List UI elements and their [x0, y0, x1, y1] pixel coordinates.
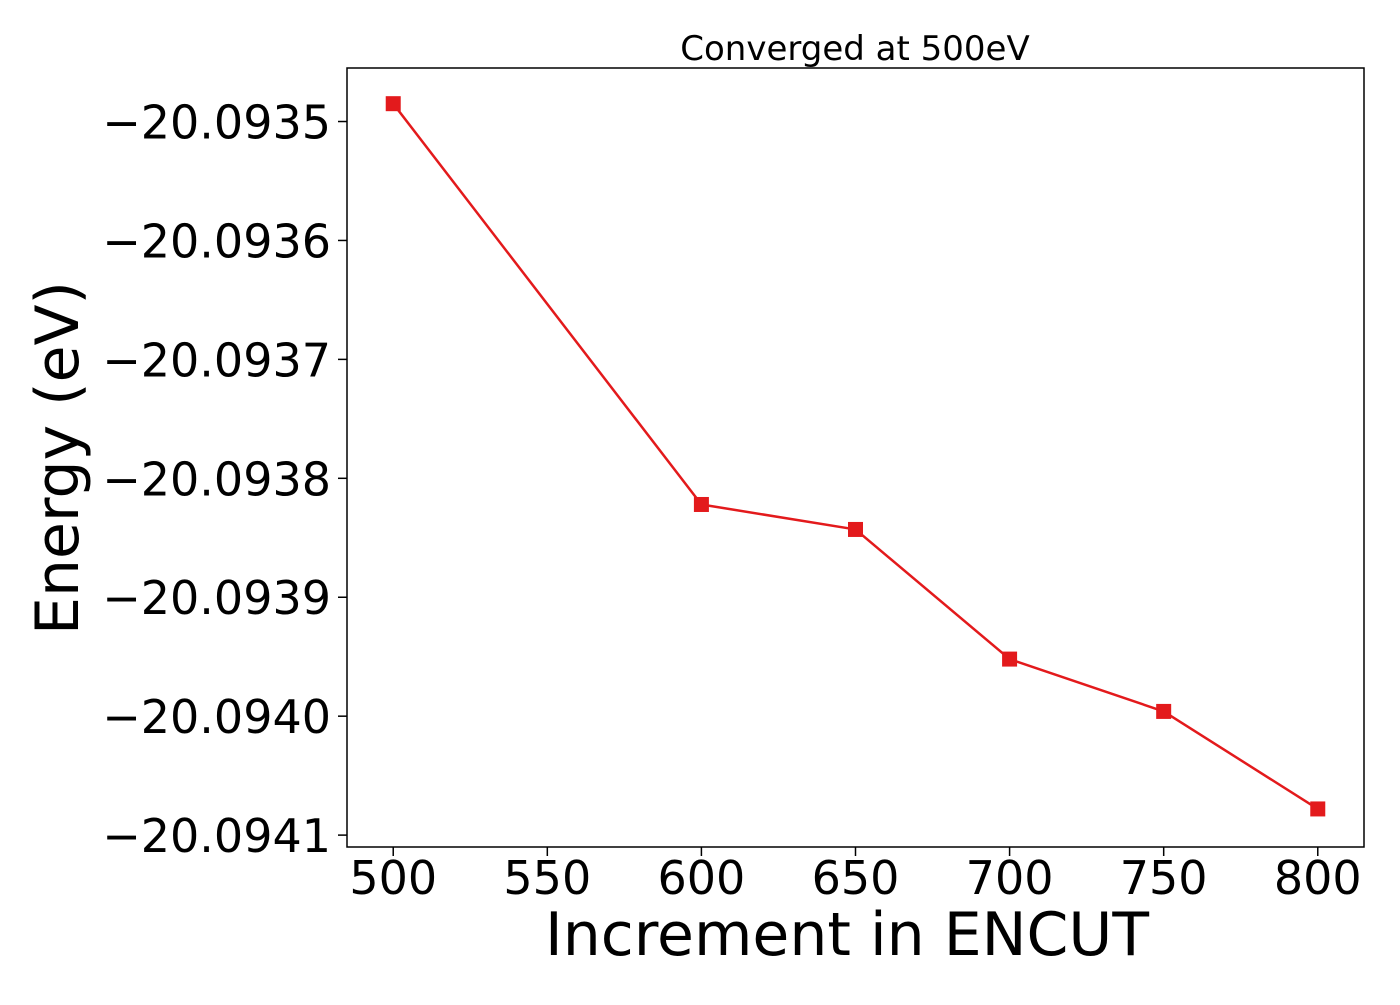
plot-area-frame — [346, 67, 1365, 848]
y-tick-label: −20.0935 — [102, 96, 331, 150]
x-axis-title: Increment in ENCUT — [545, 900, 1149, 970]
series-line — [392, 102, 1319, 810]
data-point-marker — [848, 521, 863, 537]
data-point-marker — [693, 496, 709, 512]
y-axis-title: Energy (eV) — [23, 281, 93, 635]
x-tick-label: 800 — [1274, 851, 1362, 905]
x-tick-label: 550 — [503, 851, 591, 905]
x-tick-label: 500 — [349, 851, 437, 905]
data-point-marker — [1310, 801, 1326, 817]
x-tick-label: 650 — [812, 851, 900, 905]
x-tick-label: 750 — [1120, 851, 1208, 905]
y-tick-label: −20.0936 — [102, 214, 331, 268]
y-tick-label: −20.0939 — [102, 571, 331, 625]
x-tick-label: 700 — [966, 851, 1054, 905]
y-tick-label: −20.0937 — [102, 333, 331, 387]
data-point-marker — [1002, 651, 1018, 667]
y-axis-ticks: −20.0935 −20.0936 −20.0937 −20.0938 −20.0939… — [102, 96, 347, 863]
series-layer — [385, 96, 1326, 817]
data-point-marker — [385, 96, 401, 112]
x-axis-ticks: 500 550 600 650 700 750 800 — [349, 847, 1362, 905]
y-tick-label: −20.0938 — [102, 452, 331, 506]
x-tick-label: 600 — [658, 851, 746, 905]
y-tick-label: −20.0941 — [102, 809, 331, 863]
chart-title: Converged at 500eV — [680, 29, 1029, 69]
data-point-marker — [1156, 703, 1172, 719]
y-tick-label: −20.0940 — [102, 690, 331, 744]
